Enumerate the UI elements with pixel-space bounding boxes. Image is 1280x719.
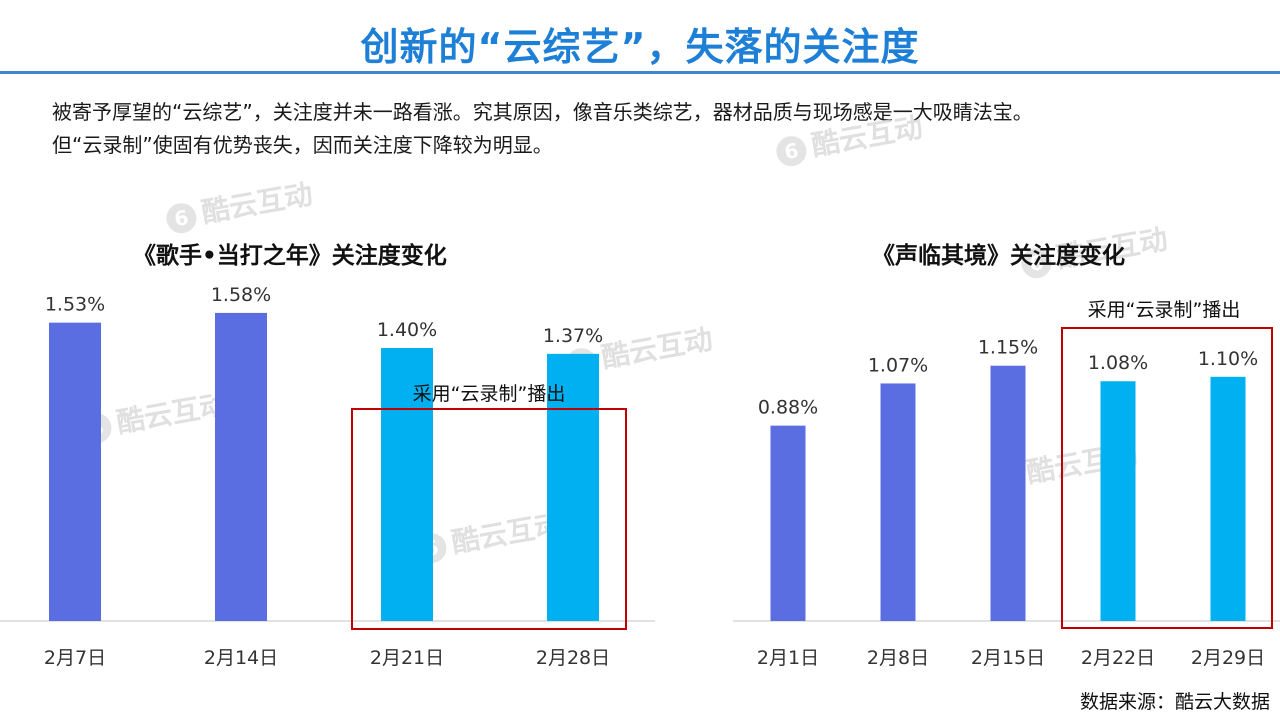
x-tick-label: 2月1日 xyxy=(757,647,819,669)
bar xyxy=(770,425,806,621)
data-label: 1.37% xyxy=(543,325,603,347)
chart-title-left: 《歌手•当打之年》关注度变化 xyxy=(133,243,447,269)
data-source: 数据来源：酷云大数据 xyxy=(1079,691,1270,713)
bar xyxy=(1100,381,1136,621)
x-tick-label: 2月15日 xyxy=(971,647,1045,669)
bar xyxy=(215,312,267,621)
data-label: 1.07% xyxy=(868,354,928,376)
data-label: 1.08% xyxy=(1088,352,1148,374)
x-tick-label: 2月8日 xyxy=(867,647,929,669)
x-tick-label: 2月14日 xyxy=(204,647,278,669)
chart-title-right: 《声临其境》关注度变化 xyxy=(872,243,1125,269)
data-label: 1.40% xyxy=(377,319,437,341)
highlight-box xyxy=(1061,327,1273,629)
data-label: 1.58% xyxy=(211,284,271,306)
intro-text: 被寄予厚望的“云综艺”，关注度并未一路看涨。究其原因，像音乐类综艺，器材品质与现… xyxy=(52,96,1252,162)
x-tick-label: 2月28日 xyxy=(536,647,610,669)
bar xyxy=(990,365,1026,621)
page-title: 创新的“云综艺”，失落的关注度 xyxy=(360,25,920,69)
x-tick-label: 2月21日 xyxy=(370,647,444,669)
data-label: 1.15% xyxy=(978,337,1038,359)
bar xyxy=(880,383,916,621)
bar xyxy=(49,322,101,621)
x-tick-label: 2月7日 xyxy=(44,647,106,669)
x-tick-label: 2月29日 xyxy=(1191,647,1265,669)
bar xyxy=(547,353,599,621)
data-label: 1.10% xyxy=(1198,348,1258,370)
intro-line-1: 被寄予厚望的“云综艺”，关注度并未一路看涨。究其原因，像音乐类综艺，器材品质与现… xyxy=(52,100,1033,124)
highlight-label: 采用“云录制”播出 xyxy=(413,383,566,405)
data-label: 0.88% xyxy=(758,397,818,419)
title-divider xyxy=(0,71,1280,74)
x-tick-label: 2月22日 xyxy=(1081,647,1155,669)
intro-line-2: 但“云录制”使固有优势丧失，因而关注度下降较为明显。 xyxy=(52,133,553,157)
highlight-label: 采用“云录制”播出 xyxy=(1088,299,1241,321)
bar xyxy=(1210,376,1246,621)
bar xyxy=(381,348,433,621)
highlight-box xyxy=(351,408,627,630)
data-label: 1.53% xyxy=(45,294,105,316)
